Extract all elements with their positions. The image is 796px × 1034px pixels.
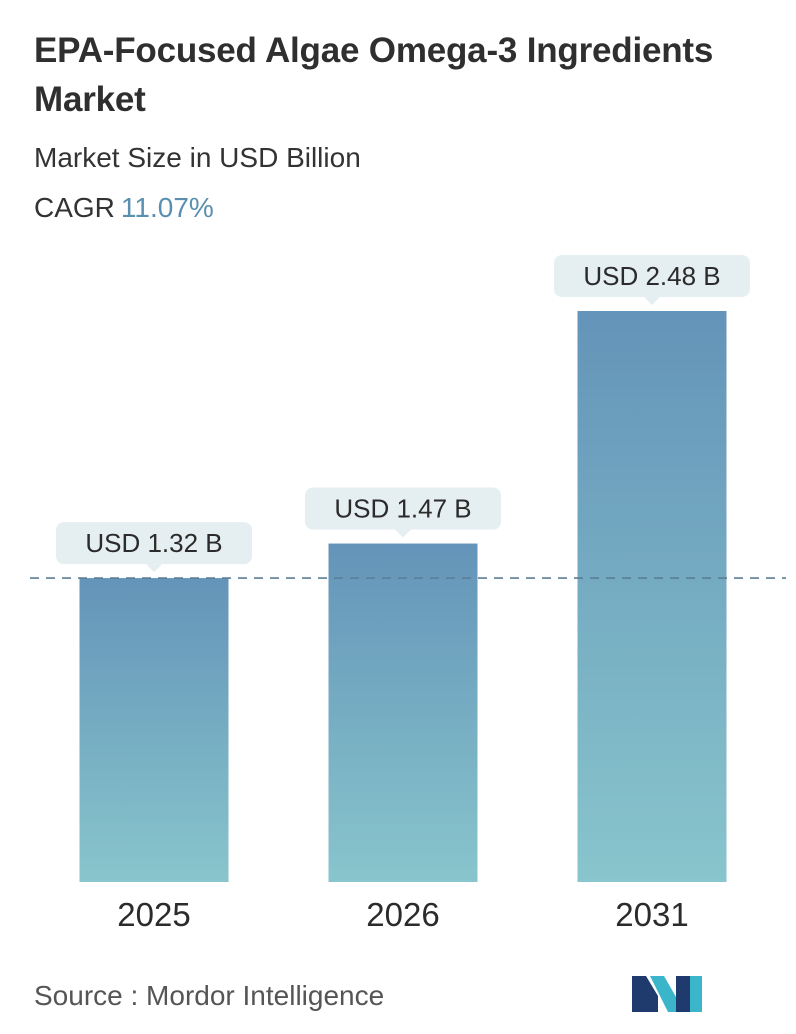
value-label-2026: USD 1.47 B <box>305 487 501 538</box>
mordor-intelligence-logo-icon <box>632 976 702 1012</box>
value-label-text: USD 1.32 B <box>85 528 222 558</box>
value-label-bubble <box>305 487 501 530</box>
value-label-bubble <box>554 255 750 297</box>
value-label-2031: USD 2.48 B <box>554 255 750 305</box>
x-tick-2026: 2026 <box>366 896 439 933</box>
cagr-line: CAGR 11.07% <box>34 190 214 226</box>
value-label-pointer <box>146 564 162 573</box>
cagr-value: 11.07% <box>120 192 214 223</box>
value-label-bubble <box>56 522 252 565</box>
bar-2025 <box>79 578 229 882</box>
value-label-2025: USD 1.32 B <box>56 522 252 573</box>
logo-right-accent <box>690 976 702 1012</box>
value-label-pointer <box>644 297 660 305</box>
value-label-text: USD 2.48 B <box>583 261 720 291</box>
bar-2026 <box>328 543 478 882</box>
x-tick-2031: 2031 <box>615 896 688 933</box>
logo-right-shape <box>676 976 690 1012</box>
cagr-label: CAGR <box>34 192 115 223</box>
chart-title: EPA-Focused Algae Omega-3 Ingredients Ma… <box>34 31 714 119</box>
bar-2031 <box>577 311 727 882</box>
value-label-pointer <box>395 529 411 538</box>
x-tick-2025: 2025 <box>117 896 190 933</box>
value-label-text: USD 1.47 B <box>334 494 471 524</box>
source-note: Source : Mordor Intelligence <box>34 980 385 1011</box>
logo-mid-shape <box>650 976 680 1012</box>
chart-subtitle: Market Size in USD Billion <box>34 142 361 173</box>
logo-left-shape <box>632 976 658 1012</box>
